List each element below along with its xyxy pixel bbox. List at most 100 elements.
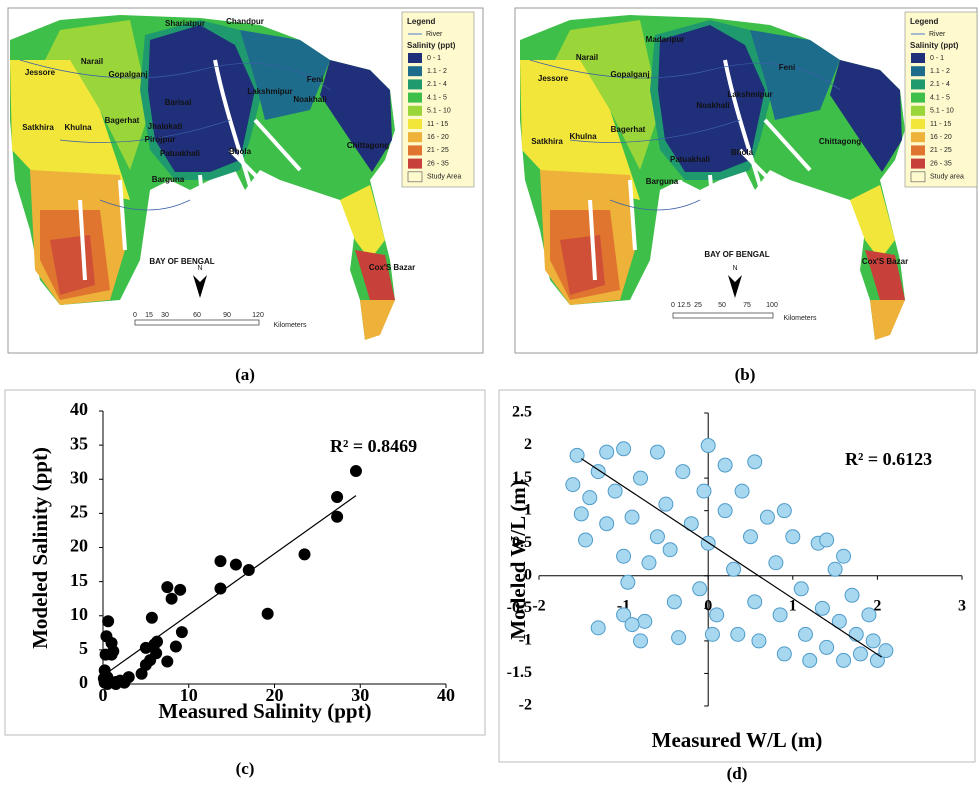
legend-label: 0 - 1	[427, 55, 441, 62]
legend-swatch	[911, 79, 925, 90]
y-axis-title: Modeled Salinity (ppt)	[28, 447, 52, 649]
legend-label: 16 - 20	[930, 134, 952, 141]
y-tick-label: 5	[79, 638, 88, 658]
point	[814, 600, 830, 616]
place-label: Cox'S Bazar	[862, 257, 908, 266]
legend-label: 4.1 - 5	[930, 94, 950, 101]
point	[878, 643, 894, 659]
legend-swatch	[408, 53, 422, 63]
place-label: Satkhira	[22, 123, 54, 132]
point	[700, 438, 716, 454]
place-label: Barguna	[646, 177, 679, 186]
legend-swatch	[911, 53, 925, 63]
point	[649, 444, 665, 460]
legend-label: 26 - 35	[930, 160, 952, 167]
point	[100, 630, 113, 643]
point	[616, 607, 632, 623]
point	[819, 532, 835, 548]
y-tick-label: 40	[70, 399, 88, 419]
trendline	[580, 458, 882, 658]
north-label: N	[197, 265, 202, 272]
scale-unit: Kilometers	[783, 315, 817, 322]
y-tick-label: 0	[79, 672, 88, 692]
legend-swatch	[911, 105, 925, 116]
y-tick-label: -1	[519, 632, 532, 649]
scale-label: 30	[161, 312, 169, 319]
legend-label: 1.1 - 2	[427, 68, 447, 75]
chart-caption: (c)	[236, 759, 255, 778]
y-tick-label: -1.5	[507, 664, 532, 681]
place-label: Barisal	[165, 98, 192, 107]
point	[704, 626, 720, 642]
legend-label: 1.1 - 2	[930, 68, 950, 75]
point	[607, 483, 623, 499]
point	[785, 529, 801, 545]
point	[751, 633, 767, 649]
place-label: Jessore	[538, 74, 569, 83]
scale-label: 15	[145, 312, 153, 319]
point	[242, 564, 255, 577]
point	[174, 583, 187, 596]
scale-label: 60	[193, 312, 201, 319]
point	[700, 535, 716, 551]
y-axis-title: Modeled W/L (m)	[506, 480, 530, 639]
legend-label: Study area	[930, 174, 964, 181]
point	[734, 483, 750, 499]
scale-label: 0	[133, 312, 137, 319]
y-tick-label: 20	[70, 536, 88, 556]
point	[692, 581, 708, 597]
legend-label: Study Area	[427, 174, 461, 181]
legend-swatch	[408, 105, 422, 116]
point	[848, 626, 864, 642]
place-label: Shariatpur	[165, 19, 205, 28]
y-tick-label: 1.5	[512, 469, 532, 486]
point	[844, 587, 860, 603]
point	[102, 615, 115, 628]
point	[578, 532, 594, 548]
scale-label: 25	[694, 302, 702, 309]
legend-swatch	[408, 132, 422, 143]
x-tick-label: 2	[873, 598, 881, 615]
legend-swatch	[408, 66, 422, 77]
x-tick-label: 10	[180, 685, 198, 705]
point	[175, 626, 188, 639]
y-tick-label: 25	[70, 502, 88, 522]
point	[696, 483, 712, 499]
point	[831, 613, 847, 629]
x-tick-label: 40	[437, 685, 455, 705]
place-label: Khulna	[64, 123, 92, 132]
legend-swatch	[408, 92, 422, 103]
place-label: Cox'S Bazar	[369, 263, 415, 272]
legend-subtitle: Salinity (ppt)	[910, 41, 959, 50]
point	[565, 477, 581, 493]
point	[747, 454, 763, 470]
y-tick-label: 0	[524, 566, 532, 583]
x-tick-label: 20	[266, 685, 284, 705]
scale-bar	[134, 319, 260, 326]
x-axis-title: Measured Salinity (ppt)	[158, 699, 371, 723]
legend-label: 21 - 25	[427, 147, 449, 154]
y-tick-label: -0.5	[507, 599, 532, 616]
scale-unit: Kilometers	[273, 322, 307, 329]
point	[768, 555, 784, 571]
y-tick-label: 15	[70, 570, 88, 590]
place-label: Lakshmipur	[727, 90, 772, 99]
legend-label: 11 - 15	[930, 121, 951, 128]
place-label: Jhalokati	[148, 122, 183, 131]
place-label: Satkhira	[531, 137, 563, 146]
map-b	[514, 7, 978, 354]
point	[641, 555, 657, 571]
point	[624, 509, 640, 525]
point	[599, 516, 615, 532]
legend-swatch	[911, 92, 925, 103]
point	[214, 555, 227, 568]
place-label: Chittagong	[819, 137, 861, 146]
sea-label: BAY OF BENGAL	[149, 257, 214, 266]
place-label: Gopalganj	[610, 70, 649, 79]
point	[169, 640, 182, 653]
point	[637, 613, 653, 629]
legend-label: 2.1 - 4	[427, 81, 447, 88]
point	[671, 630, 687, 646]
point	[349, 465, 362, 478]
